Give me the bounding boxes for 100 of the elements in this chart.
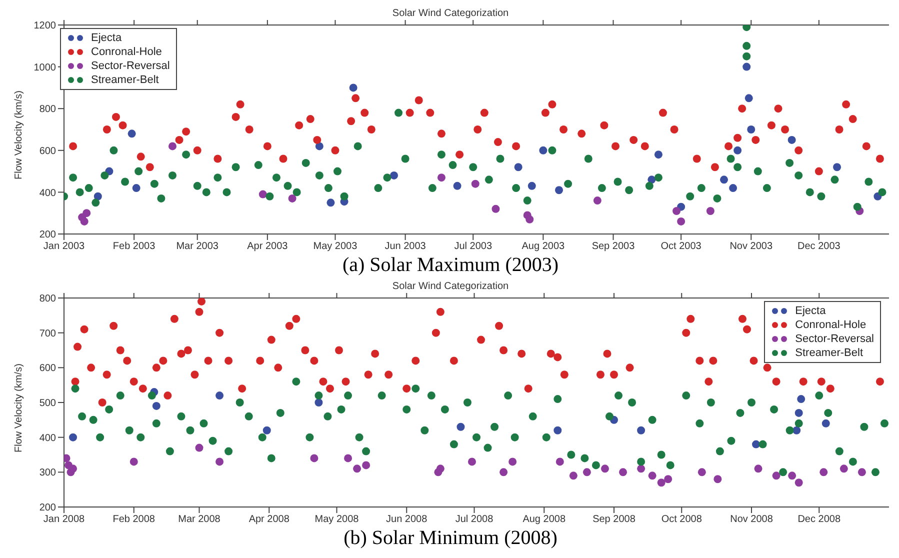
point — [664, 475, 672, 484]
point — [767, 121, 776, 130]
y-tick-label: 600 — [39, 363, 56, 374]
point — [128, 130, 136, 138]
legend-label: Ejecta — [91, 31, 122, 45]
point — [670, 126, 678, 134]
point — [548, 100, 556, 108]
point — [848, 115, 857, 124]
x-tick-label: May 2003 — [313, 241, 358, 252]
point — [352, 94, 360, 102]
point — [876, 154, 884, 163]
x-tick-label: Oct 2008 — [661, 514, 702, 526]
point — [539, 146, 548, 154]
point — [840, 464, 848, 473]
point — [344, 454, 352, 462]
point — [492, 204, 500, 213]
point — [600, 464, 609, 473]
point — [182, 128, 190, 136]
point — [794, 478, 803, 487]
point — [480, 108, 488, 117]
y-tick-label: 1000 — [34, 62, 56, 74]
y-tick-label: 200 — [39, 230, 56, 241]
point — [792, 426, 801, 434]
point — [772, 472, 780, 480]
point — [630, 136, 638, 144]
x-tick-label: Mar 2008 — [178, 514, 221, 526]
chart-title: Solar Wind Categorization — [391, 281, 510, 293]
point — [453, 182, 462, 190]
legend-label: Streamer-Belt — [795, 346, 863, 360]
point — [710, 163, 719, 172]
point — [747, 126, 756, 134]
point — [279, 154, 288, 163]
point — [314, 398, 323, 406]
text: (b) Solar Minimum (2008) — [342, 527, 558, 550]
point — [494, 138, 502, 146]
point — [426, 108, 434, 117]
y-tick-label: 800 — [39, 294, 56, 305]
x-tick-label: Mar 2003 — [176, 241, 219, 252]
point — [555, 186, 563, 194]
legend-label: Conronal-Hole — [795, 318, 866, 332]
x-tick-label: Sep 2008 — [592, 514, 636, 526]
x-tick-label: Dec 2003 — [798, 241, 841, 252]
point — [692, 154, 701, 163]
x-tick-label: Sep 2003 — [592, 241, 636, 252]
point — [94, 192, 102, 200]
point — [582, 468, 591, 476]
x-tick-label: Apr 2003 — [247, 241, 288, 252]
point — [835, 126, 844, 134]
point — [752, 440, 760, 448]
point — [862, 142, 870, 150]
point — [698, 468, 706, 476]
y-tick-label: 500 — [39, 398, 56, 410]
point — [744, 94, 753, 102]
point — [288, 194, 296, 202]
point — [414, 96, 423, 104]
x-tick-label: Feb 2008 — [112, 514, 156, 526]
point — [69, 142, 78, 150]
x-tick-label: Nov 2008 — [730, 514, 774, 526]
point — [468, 458, 476, 466]
point — [471, 180, 480, 188]
point — [152, 402, 160, 410]
point — [216, 458, 224, 466]
point — [714, 475, 722, 484]
point — [236, 100, 244, 108]
point — [331, 146, 340, 154]
point — [118, 121, 127, 130]
point — [436, 464, 444, 473]
point — [554, 426, 562, 434]
point — [146, 163, 154, 172]
legend-label: Ejecta — [795, 304, 826, 318]
point — [752, 136, 760, 144]
point — [814, 167, 823, 176]
point — [310, 454, 318, 462]
point — [729, 184, 738, 192]
y-tick-label: 400 — [39, 432, 56, 444]
legend-label: Sector-Reversal — [795, 332, 874, 346]
point — [245, 126, 254, 134]
point — [195, 444, 204, 452]
x-tick-label: Jul 2008 — [455, 514, 494, 526]
point — [193, 146, 202, 154]
point — [569, 472, 578, 480]
x-tick-label: Jul 2003 — [454, 241, 492, 252]
point — [326, 198, 335, 207]
y-tick-label: 200 — [39, 502, 56, 514]
point — [263, 142, 272, 150]
x-tick-label: Jan 2003 — [43, 241, 86, 252]
chart-title: Solar Wind Categorization — [391, 8, 510, 20]
point — [500, 468, 508, 476]
x-tick-label: Apr 2008 — [248, 514, 290, 526]
x-tick-label: Jun 2008 — [386, 514, 428, 526]
x-tick-label: Oct 2003 — [660, 241, 702, 252]
point — [820, 468, 828, 476]
point — [677, 217, 686, 226]
y-axis-title: Flow Velocity (km/s) — [14, 90, 25, 180]
point — [514, 163, 522, 172]
point — [437, 130, 446, 138]
x-tick-label: Aug 2003 — [522, 241, 566, 252]
point — [657, 478, 666, 487]
point — [724, 142, 733, 150]
point — [654, 150, 662, 159]
